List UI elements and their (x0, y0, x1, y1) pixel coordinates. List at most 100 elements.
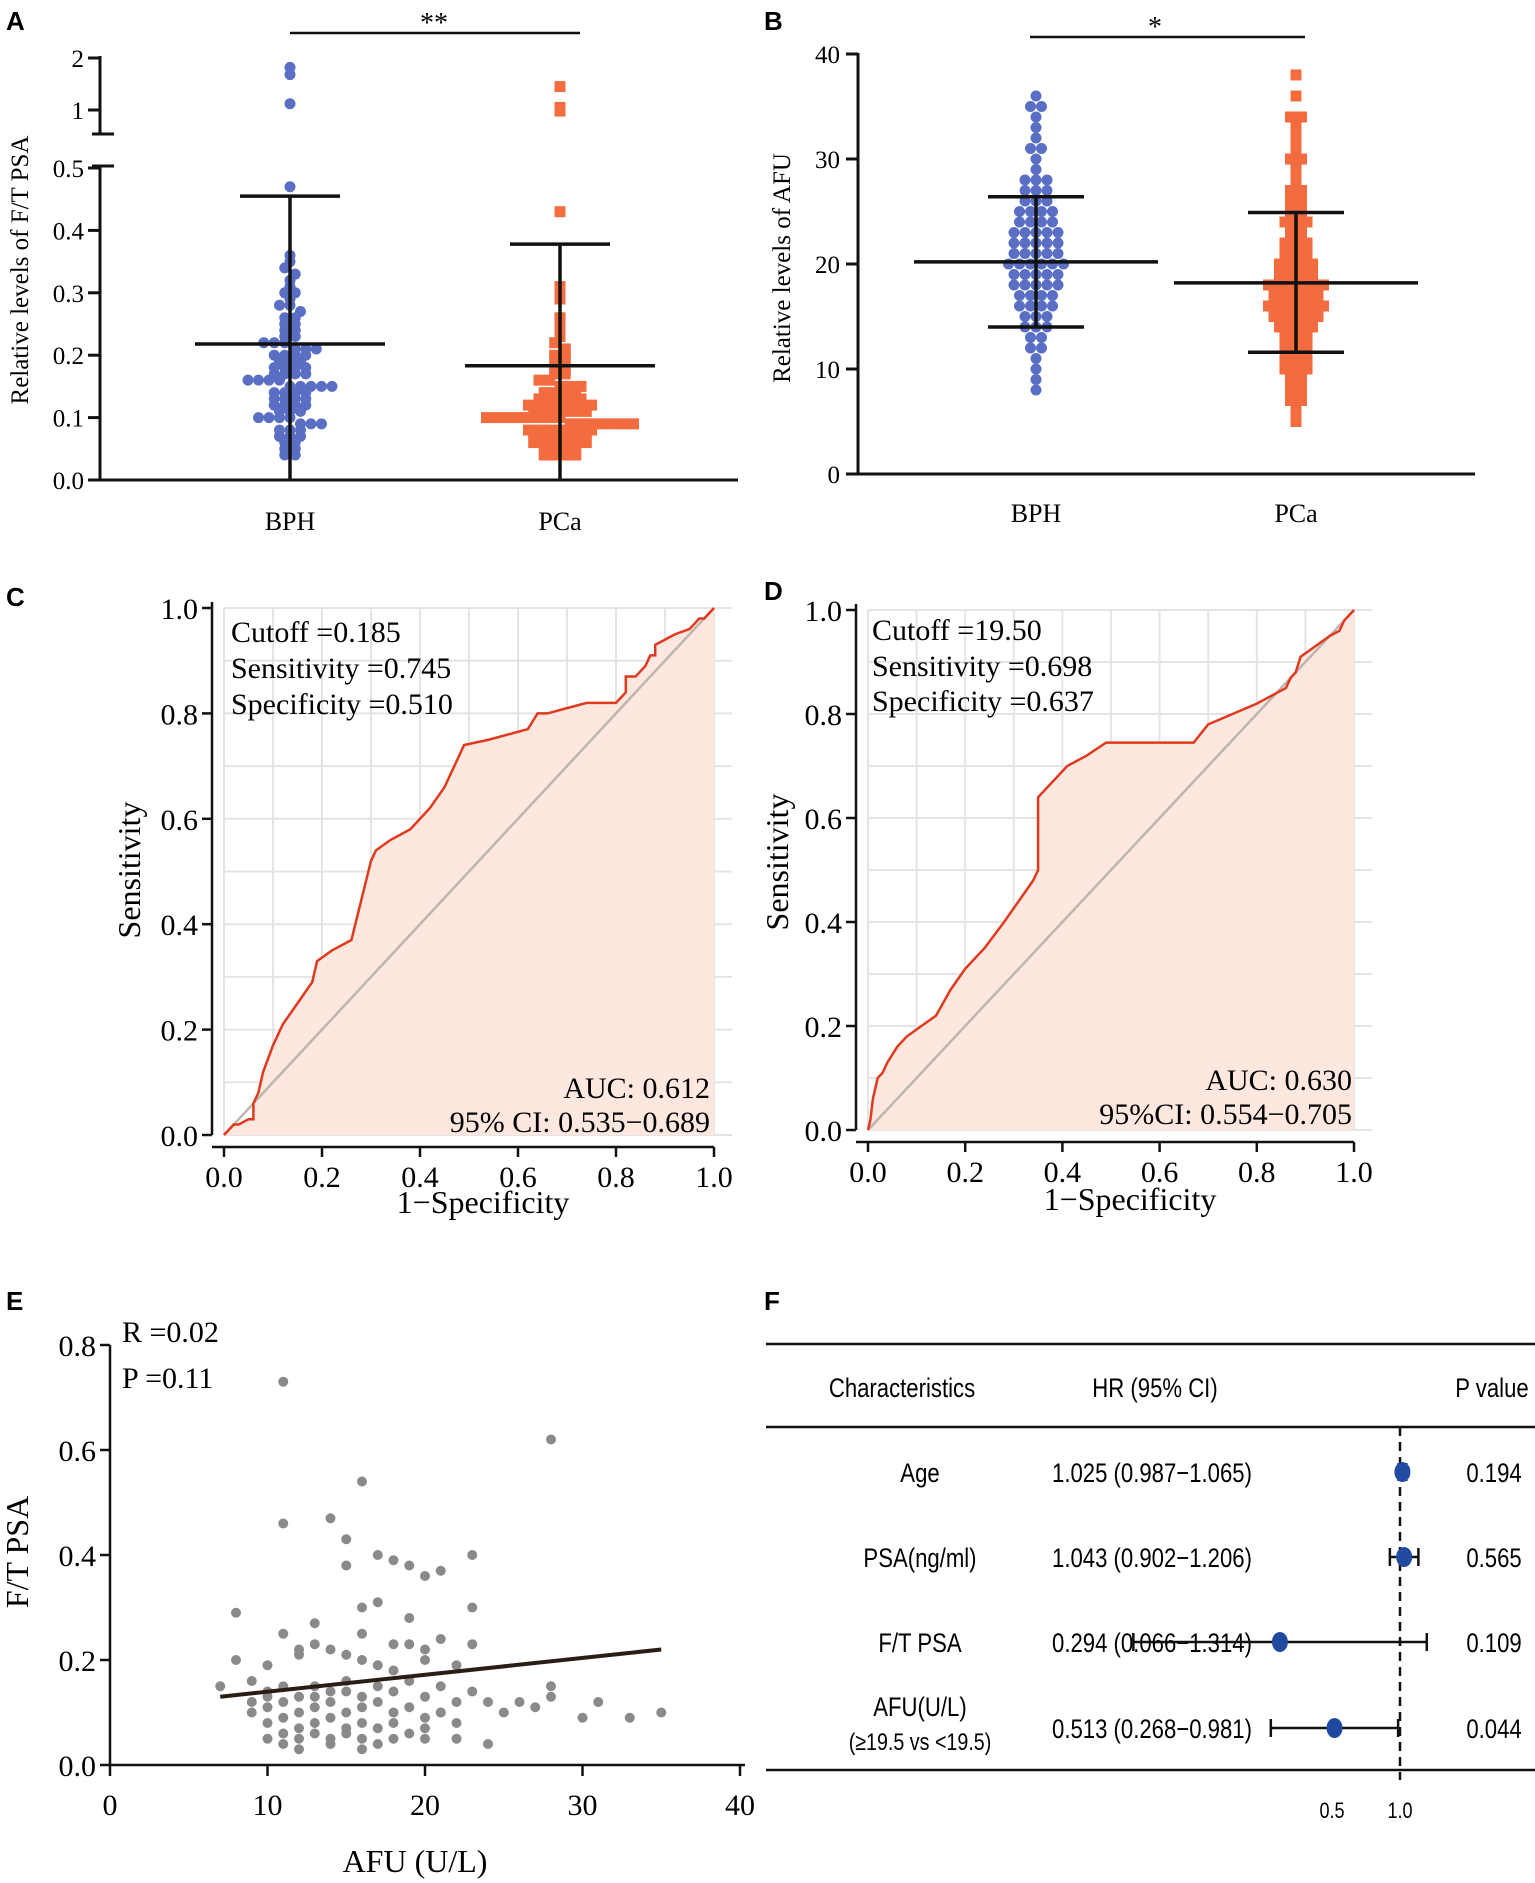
panel-d-ylabel: Sensitivity (759, 794, 795, 931)
panel-a-ytick-label: 0.0 (53, 468, 84, 495)
panel-b-xtick-bph: BPH (1011, 499, 1062, 528)
panel-c-ytick-label: 0.6 (161, 804, 199, 837)
panel-b-point-pca (1268, 311, 1280, 322)
panel-b-point-bph (1030, 374, 1042, 385)
panel-b-point-bph (1008, 248, 1020, 259)
forest-hr-marker (1326, 1718, 1343, 1738)
panel-b-point-pca (1307, 269, 1318, 280)
panel-a-point-bph (326, 380, 338, 392)
panel-e-xlabel: AFU (U/L) (343, 1843, 488, 1879)
panel-e-point (325, 1513, 336, 1524)
panel-d-roc-curve (866, 609, 1355, 1131)
panel-e-point (278, 1697, 289, 1707)
panel-b-point-pca (1279, 216, 1291, 228)
panel-b-point-pca (1301, 248, 1313, 259)
forest-row-hr: 0.294 (0.066−1.314) (1052, 1629, 1252, 1659)
panel-e-point (309, 1702, 320, 1713)
panel-a-point-pca (549, 387, 561, 399)
panel-b-point-pca (1290, 416, 1302, 427)
panel-label-e: E (6, 1286, 23, 1316)
panel-a-point-pca (586, 399, 597, 411)
panel-e-point (357, 1602, 367, 1613)
panel-e-point (530, 1702, 541, 1713)
panel-e-point (309, 1728, 320, 1739)
panel-b-point-pca (1307, 321, 1318, 333)
panel-e-xtick-label: 10 (253, 1789, 283, 1822)
panel-b-ytick-label: 40 (815, 42, 840, 69)
panel-d-plot: 0.0 0.2 0.4 0.6 0.8 1.0 0.0 0.2 0.4 0.6 0.8 1.0 (805, 595, 1373, 1189)
panel-e-point (372, 1681, 383, 1692)
panel-b-point-pca (1285, 300, 1296, 312)
panel-b-point-bph (1036, 300, 1047, 312)
panel-c-roc: 0.0 0.2 0.4 0.6 0.8 1.0 0.0 0.2 0.4 0.6 0.8 1.0 1−S… (111, 593, 733, 1220)
panel-b-point-bph (1019, 279, 1031, 291)
panel-a-point-pca (549, 437, 561, 449)
panel-a-point-pca (580, 430, 592, 442)
panel-label-f: F (764, 1286, 780, 1316)
panel-c-xtick-label: 1.0 (695, 1161, 733, 1194)
panel-a-point-pca (538, 449, 550, 461)
panel-e-scatter: 0.0 0.2 0.4 0.6 0.8 0 10 20 30 40 R =0.02 P =0.11… (0, 1316, 755, 1879)
panel-c-plot: 0.0 0.2 0.4 0.6 0.8 1.0 0.0 0.2 0.4 0.6 0.8 1.0 (161, 593, 733, 1194)
forest-row-hr: 1.043 (0.902−1.206) (1052, 1544, 1252, 1574)
panel-a-point-pca (554, 206, 566, 218)
panel-a-point-pca (544, 399, 555, 411)
panel-a-point-pca (549, 355, 561, 367)
panel-a-ytick-label: 0.4 (53, 218, 85, 245)
panel-a-point-bph (263, 412, 275, 424)
panel-e-point (325, 1739, 336, 1749)
panel-a-point-pca (533, 393, 545, 405)
panel-a-point-pca (559, 430, 571, 442)
panel-b-point-bph (1030, 132, 1042, 144)
panel-d-xtick-label: 0.8 (1238, 1156, 1276, 1189)
panel-e-point (357, 1691, 367, 1702)
panel-e-point (514, 1697, 525, 1707)
panel-d-ytick-label: 1.0 (805, 595, 843, 628)
panel-b-point-bph (1014, 206, 1025, 217)
panel-e-point (341, 1686, 352, 1697)
panel-b-point-bph (1030, 122, 1042, 133)
panel-b-point-bph (1014, 290, 1025, 301)
panel-b-ylabel: Relative levels of AFU (769, 153, 796, 383)
panel-b-point-bph (1052, 237, 1064, 249)
panel-e-point (294, 1723, 304, 1734)
panel-a-point-pca (617, 418, 629, 430)
panel-a-point-pca (628, 418, 639, 430)
panel-a-point-pca (544, 412, 555, 424)
panel-d-xtick-label: 0.2 (946, 1156, 984, 1189)
panel-b-point-bph (1025, 342, 1036, 354)
panel-b-point-bph (1025, 206, 1036, 217)
panel-e-point (309, 1718, 320, 1728)
panel-b-point-pca (1318, 300, 1329, 312)
panel-b-point-pca (1290, 174, 1302, 186)
panel-a-point-pca (565, 393, 576, 405)
panel-d-xtick-label: 0.4 (1044, 1156, 1082, 1189)
panel-e-p: P =0.11 (122, 1362, 213, 1395)
panel-f-header-characteristics: Characteristics (829, 1374, 975, 1404)
panel-b-point-bph (1041, 279, 1053, 291)
panel-b-point-pca (1285, 279, 1296, 291)
panel-e-point (341, 1707, 352, 1718)
panel-d-ytick-label: 0.0 (805, 1115, 843, 1148)
panel-e-point (372, 1739, 383, 1749)
panel-label-c: C (6, 582, 25, 612)
panel-a-point-pca (559, 362, 571, 374)
panel-a-point-pca (549, 362, 561, 374)
panel-a-point-bph (284, 181, 296, 193)
panel-a-point-pca (565, 424, 576, 436)
panel-e-point (483, 1697, 493, 1707)
panel-c-xtick-label: 0.2 (303, 1161, 341, 1194)
panel-a-point-pca (533, 424, 545, 436)
panel-a-point-pca (559, 349, 571, 361)
panel-a-point-bph (242, 374, 254, 386)
panel-b-point-bph (1025, 101, 1036, 112)
panel-a-point-pca (512, 412, 524, 424)
panel-a-point-bph (310, 343, 322, 355)
panel-b-yticks: 0 10 20 30 40 (815, 42, 858, 489)
panel-f-forest: Characteristics HR (95% CI) P value Age 1… (766, 1342, 1535, 1823)
panel-b-point-bph (1030, 353, 1042, 364)
panel-a-point-pca (575, 418, 587, 430)
panel-c-diagonal (223, 607, 715, 1136)
panel-e-point (309, 1618, 320, 1629)
